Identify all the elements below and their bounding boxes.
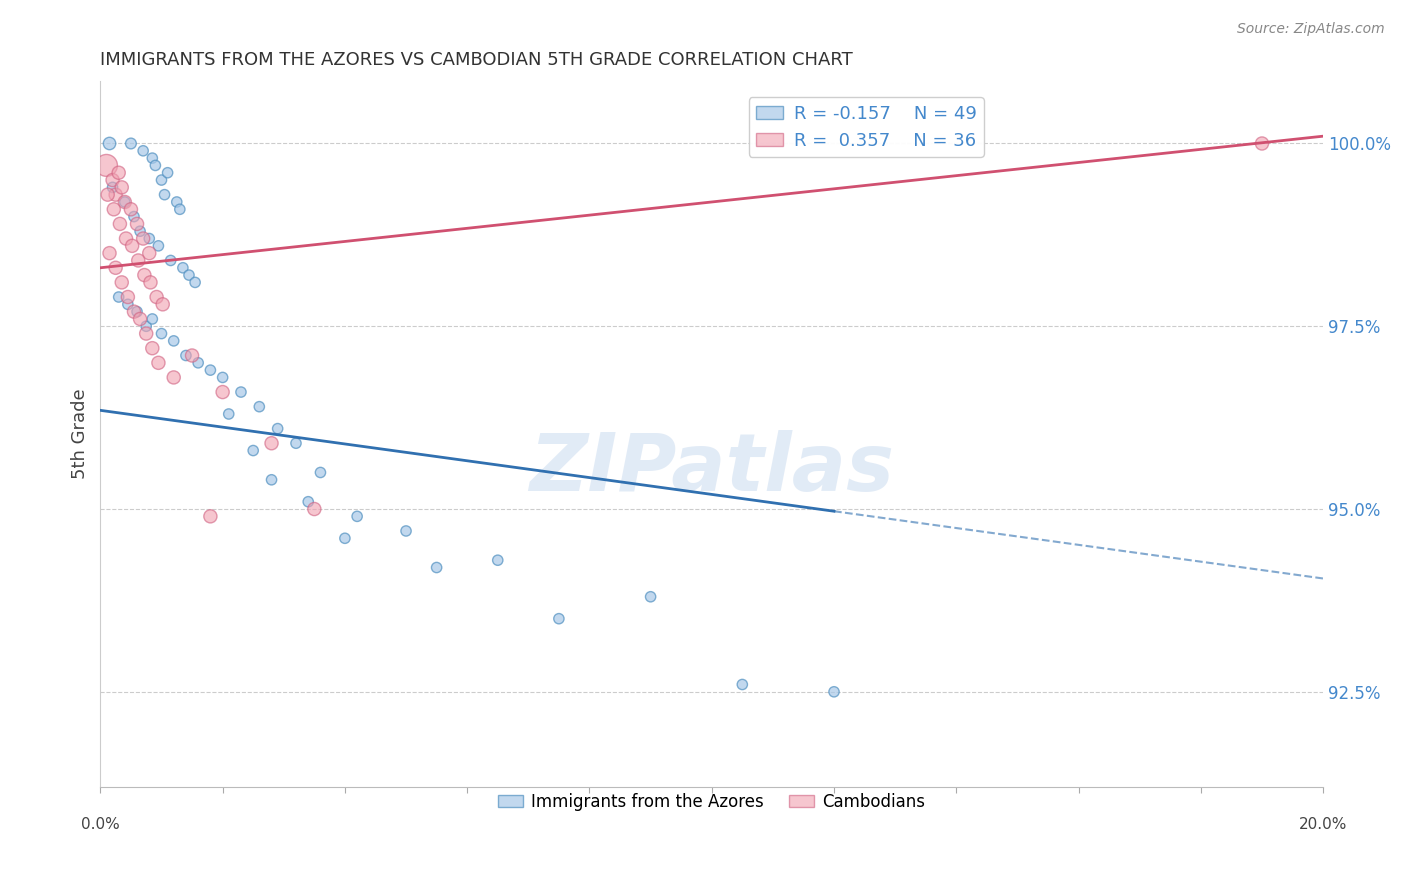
Point [309, 466, 332, 480]
Point [166, 194, 188, 209]
Point [96, 158, 118, 172]
Point [156, 166, 179, 180]
Point [98, 246, 121, 260]
Point [177, 268, 200, 282]
Point [200, 363, 222, 377]
Point [181, 349, 204, 363]
Point [150, 326, 173, 341]
Point [117, 290, 139, 304]
Point [139, 276, 162, 290]
Point [134, 268, 156, 282]
Point [211, 385, 233, 400]
Point [266, 422, 288, 436]
Point [163, 370, 186, 384]
Point [122, 304, 145, 318]
Point [184, 276, 207, 290]
Point [141, 312, 163, 326]
Point [107, 290, 129, 304]
Text: 20.0%: 20.0% [1299, 817, 1347, 832]
Point [247, 400, 270, 414]
Point [98, 136, 121, 151]
Point [640, 590, 662, 604]
Point [125, 304, 148, 318]
Point [285, 436, 308, 450]
Point [104, 260, 127, 275]
Point [169, 202, 191, 217]
Point [1251, 136, 1274, 151]
Point [138, 246, 160, 260]
Point [297, 494, 319, 508]
Text: IMMIGRANTS FROM THE AZORES VS CAMBODIAN 5TH GRADE CORRELATION CHART: IMMIGRANTS FROM THE AZORES VS CAMBODIAN … [100, 51, 853, 69]
Point [114, 194, 136, 209]
Point [108, 217, 131, 231]
Point [218, 407, 240, 421]
Point [111, 276, 134, 290]
Point [172, 260, 194, 275]
Point [150, 173, 173, 187]
Point [159, 253, 181, 268]
Point [122, 210, 145, 224]
Point [101, 173, 124, 187]
Point [426, 560, 449, 574]
Point [103, 202, 125, 217]
Point [333, 531, 356, 545]
Point [125, 217, 148, 231]
Point [211, 370, 233, 384]
Text: ZIPatlas: ZIPatlas [529, 430, 894, 508]
Point [148, 356, 170, 370]
Point [132, 144, 155, 158]
Legend: Immigrants from the Azores, Cambodians: Immigrants from the Azores, Cambodians [491, 786, 932, 817]
Point [117, 297, 139, 311]
Point [163, 334, 186, 348]
Point [97, 187, 120, 202]
Point [731, 677, 754, 691]
Text: 0.0%: 0.0% [82, 817, 120, 832]
Point [395, 524, 418, 538]
Point [114, 194, 136, 209]
Point [132, 231, 155, 245]
Point [120, 136, 142, 151]
Point [346, 509, 368, 524]
Point [115, 231, 138, 245]
Point [141, 151, 163, 165]
Point [129, 224, 152, 238]
Point [120, 202, 142, 217]
Point [135, 326, 157, 341]
Point [135, 319, 157, 334]
Point [141, 341, 163, 355]
Point [101, 180, 124, 194]
Point [127, 253, 149, 268]
Y-axis label: 5th Grade: 5th Grade [72, 389, 89, 479]
Point [145, 158, 167, 172]
Point [174, 349, 197, 363]
Point [229, 385, 252, 400]
Point [200, 509, 222, 524]
Point [260, 473, 283, 487]
Point [152, 297, 174, 311]
Point [486, 553, 509, 567]
Point [104, 187, 127, 202]
Point [148, 239, 170, 253]
Point [260, 436, 283, 450]
Point [121, 239, 143, 253]
Point [304, 502, 326, 516]
Point [111, 180, 134, 194]
Point [823, 685, 845, 699]
Point [129, 312, 152, 326]
Point [548, 612, 571, 626]
Point [187, 356, 209, 370]
Text: Source: ZipAtlas.com: Source: ZipAtlas.com [1237, 22, 1385, 37]
Point [138, 231, 160, 245]
Point [153, 187, 176, 202]
Point [145, 290, 167, 304]
Point [242, 443, 264, 458]
Point [107, 166, 129, 180]
